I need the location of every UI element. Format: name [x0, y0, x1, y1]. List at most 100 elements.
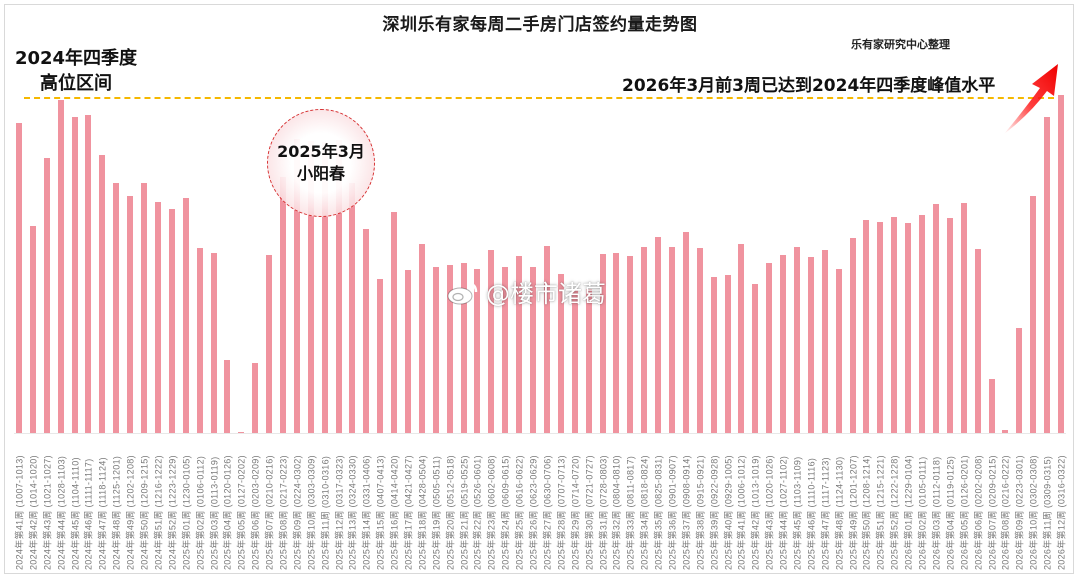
bar: [877, 222, 884, 433]
x-tick-label: 2025年第39周 (0922-0928): [707, 440, 720, 570]
x-tick-text: 2026年第12周 (0316-0322): [1056, 455, 1067, 570]
x-tick-label: 2025年第24周 (0609-0615): [499, 440, 512, 570]
x-tick-label: 2024年第45周 (1104-1110): [68, 440, 81, 570]
x-tick-text: 2025年第24周 (0609-0615): [500, 455, 511, 570]
x-tick-label: 2026年第09周 (0223-0301): [1013, 440, 1026, 570]
bar: [696, 248, 703, 433]
x-tick-label: 2024年第48周 (1125-1201): [110, 440, 123, 570]
x-tick-label: 2026年第06周 (0202-0208): [971, 440, 984, 570]
annotation-bubble-spring-2025: 2025年3月 小阳春: [267, 109, 375, 217]
x-tick-label: 2025年第31周 (0728-0803): [596, 440, 609, 570]
x-tick-label: 2025年第41周 (1006-1012): [735, 440, 748, 570]
bar: [946, 218, 953, 433]
x-tick-label: 2025年第23周 (0602-0608): [485, 440, 498, 570]
bar: [530, 267, 537, 433]
bar: [571, 289, 578, 433]
bar: [599, 254, 606, 433]
x-tick-text: 2024年第45周 (1104-1110): [70, 457, 81, 570]
x-tick-text: 2025年第49周 (1201-1207): [848, 455, 859, 570]
x-tick-label: 2025年第06周 (0203-0209): [249, 440, 262, 570]
x-tick-text: 2025年第44周 (1027-1102): [778, 455, 789, 570]
x-tick-label: 2025年第25周 (0616-0622): [513, 440, 526, 570]
x-tick-text: 2025年第40周 (0929-1005): [723, 455, 734, 570]
bar: [57, 100, 64, 433]
x-tick-text: 2025年第20周 (0512-0518): [445, 455, 456, 570]
x-tick-text: 2025年第13周 (0324-0330): [347, 455, 358, 570]
bar: [780, 255, 787, 433]
x-tick-text: 2025年第37周 (0908-0914): [681, 455, 692, 570]
bar: [363, 229, 370, 433]
bar: [641, 247, 648, 433]
x-tick-text: 2026年第08周 (0216-0222): [1000, 455, 1011, 570]
x-tick-label: 2025年第21周 (0519-0525): [457, 440, 470, 570]
x-tick-text: 2025年第14周 (0331-0406): [361, 455, 372, 570]
x-tick-label: 2024年第43周 (1021-1027): [40, 440, 53, 570]
bar: [279, 177, 286, 433]
x-tick-label: 2025年第42周 (1013-1019): [749, 440, 762, 570]
x-tick-text: 2025年第43周 (1020-1026): [764, 455, 775, 570]
x-tick-text: 2025年第29周 (0714-0720): [570, 455, 581, 570]
bar: [960, 203, 967, 433]
x-tick-text: 2025年第26周 (0623-0629): [528, 455, 539, 570]
bar: [932, 204, 939, 433]
x-tick-text: 2025年第41周 (1006-1012): [736, 455, 747, 570]
x-tick-label: 2025年第40周 (0929-1005): [721, 440, 734, 570]
x-tick-text: 2026年第11周 (0309-0315): [1042, 455, 1053, 570]
x-tick-text: 2025年第45周 (1103-1109): [792, 456, 803, 570]
x-tick-text: 2026年第02周 (0105-0111): [917, 456, 928, 570]
bar: [335, 140, 342, 433]
x-tick-label: 2025年第43周 (1020-1026): [763, 440, 776, 570]
x-tick-label: 2026年第04周 (0119-0125): [943, 440, 956, 570]
x-tick-label: 2025年第14周 (0331-0406): [360, 440, 373, 570]
x-tick-text: 2025年第16周 (0414-0420): [389, 455, 400, 570]
x-tick-label: 2025年第44周 (1027-1102): [777, 440, 790, 570]
watermark-text: @楼市诸葛: [486, 280, 606, 308]
x-tick-label: 2025年第48周 (1124-1130): [832, 440, 845, 570]
bar: [252, 363, 259, 433]
chart-title: 深圳乐有家每周二手房门店签约量走势图: [382, 15, 698, 35]
x-tick-text: 2025年第18周 (0428-0504): [417, 455, 428, 570]
x-tick-label: 2025年第51周 (1215-1221): [874, 440, 887, 570]
weibo-watermark: @楼市诸葛: [446, 274, 606, 309]
bar: [585, 289, 592, 433]
x-tick-text: 2025年第09周 (0224-0302): [292, 455, 303, 570]
x-tick-label: 2025年第01周 (1230-0105): [179, 440, 192, 570]
bar: [905, 223, 912, 433]
bubble-line: 2025年3月: [277, 142, 365, 161]
bar: [502, 267, 509, 433]
x-tick-label: 2025年第19周 (0505-0511): [429, 440, 442, 570]
x-tick-label: 2026年第05周 (0126-0201): [957, 440, 970, 570]
bar: [1058, 95, 1064, 433]
x-tick-text: 2025年第34周 (0818-0824): [639, 455, 650, 570]
x-tick-text: 2025年第32周 (0804-0810): [611, 455, 622, 570]
bar: [1044, 117, 1051, 433]
bar: [710, 277, 717, 433]
x-tick-label: 2025年第17周 (0421-0427): [402, 440, 415, 570]
x-tick-label: 2025年第04周 (0120-0126): [221, 440, 234, 570]
x-tick-label: 2025年第12周 (0317-0323): [332, 440, 345, 570]
x-tick-text: 2025年第48周 (1124-1130): [834, 456, 845, 570]
bar: [43, 158, 50, 433]
x-tick-text: 2025年第02周 (0106-0112): [195, 455, 206, 570]
x-tick-text: 2025年第39周 (0922-0928): [709, 455, 720, 570]
bar: [16, 123, 22, 433]
bar: [835, 269, 842, 433]
bar: [516, 256, 523, 433]
x-tick-label: 2025年第02周 (0106-0112): [193, 440, 206, 570]
annotation-line: 2024年四季度: [14, 48, 138, 69]
x-tick-text: 2026年第01周 (1229-0104): [903, 455, 914, 570]
bar: [627, 256, 634, 433]
bar: [168, 209, 175, 433]
x-tick-label: 2025年第34周 (0818-0824): [638, 440, 651, 570]
x-tick-text: 2024年第52周 (1223-1229): [167, 455, 178, 570]
x-tick-label: 2025年第05周 (0127-0202): [235, 440, 248, 570]
x-tick-label: 2025年第47周 (1117-1123): [818, 440, 831, 570]
x-tick-label: 2025年第15周 (0407-0413): [374, 440, 387, 570]
x-tick-label: 2024年第44周 (1028-1103): [54, 440, 67, 570]
bar: [557, 274, 564, 433]
bar: [405, 270, 411, 433]
x-tick-label: 2025年第10周 (0303-0309): [304, 440, 317, 570]
x-tick-text: 2025年第38周 (0915-0921): [695, 455, 706, 570]
bar: [863, 220, 870, 433]
